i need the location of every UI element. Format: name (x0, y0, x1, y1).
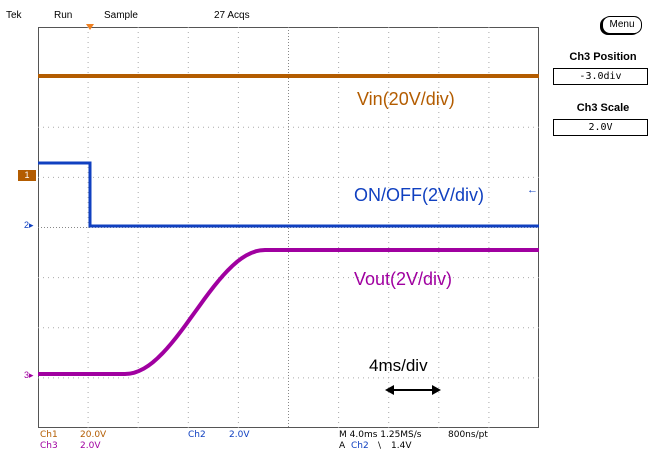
acquisition-mode: Sample (104, 10, 138, 21)
menu-button[interactable]: Menu (602, 16, 642, 34)
vout-trace (38, 248, 539, 376)
ch3-position-value[interactable]: -3.0div (553, 68, 648, 85)
ch2-readout-scale: 2.0V (229, 430, 250, 440)
trigger-source: Ch2 (351, 441, 369, 451)
trigger-position-icon (86, 24, 94, 30)
trigger-level: 1.4V (391, 441, 412, 451)
vin-trace-label: Vin(20V/div) (357, 89, 455, 109)
run-state: Run (54, 10, 73, 21)
vout-trace-label: Vout(2V/div) (354, 269, 453, 289)
trigger-prefix: A (339, 441, 346, 451)
brand-label: Tek (6, 10, 22, 21)
timebase-annotation: 4ms/div (369, 356, 428, 375)
onoff-trace-label: ON/OFF(2V/div) (354, 185, 485, 205)
ch3-position-title: Ch3 Position (569, 51, 637, 63)
double-arrow-icon (385, 385, 441, 395)
ch1-readout-scale: 20.0V (80, 430, 107, 440)
ch2-readout-name: Ch2 (188, 430, 206, 440)
horizontal-readout: M 4.0ms 1.25MS/s (339, 430, 422, 440)
ch2-marker: 2▸ (24, 220, 34, 230)
ch1-marker: 1 (18, 170, 36, 181)
ch3-marker: 3▸ (24, 370, 34, 380)
trigger-slope-icon: \ (378, 441, 382, 451)
ch3-readout-name: Ch3 (40, 441, 58, 451)
ch3-readout-scale: 2.0V (80, 441, 101, 451)
record-length-readout: 800ns/pt (448, 430, 488, 440)
ch1-readout-name: Ch1 (40, 430, 58, 440)
trigger-level-icon: ← (527, 184, 538, 196)
ch3-scale-value[interactable]: 2.0V (553, 119, 648, 136)
ch3-scale-title: Ch3 Scale (576, 102, 630, 114)
onoff-trace (38, 161, 539, 228)
acquisition-count: 27 Acqs (214, 10, 250, 21)
